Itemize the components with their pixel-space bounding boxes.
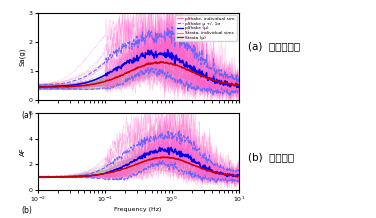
X-axis label: Frequency (Hz): Frequency (Hz) (115, 207, 162, 212)
Text: (a)  지표면응답: (a) 지표면응답 (248, 41, 300, 51)
Y-axis label: AF: AF (20, 147, 26, 156)
Y-axis label: Sa(g): Sa(g) (20, 48, 26, 66)
Text: (b): (b) (21, 206, 32, 215)
Text: (b)  증폭계수: (b) 증폭계수 (248, 152, 294, 162)
Legend: pShake, individual sim., pShake μ +/- 1σ, pShake (μ), Strata, individual sims, S: pShake, individual sim., pShake μ +/- 1σ… (175, 15, 237, 41)
Text: (a): (a) (21, 111, 32, 120)
